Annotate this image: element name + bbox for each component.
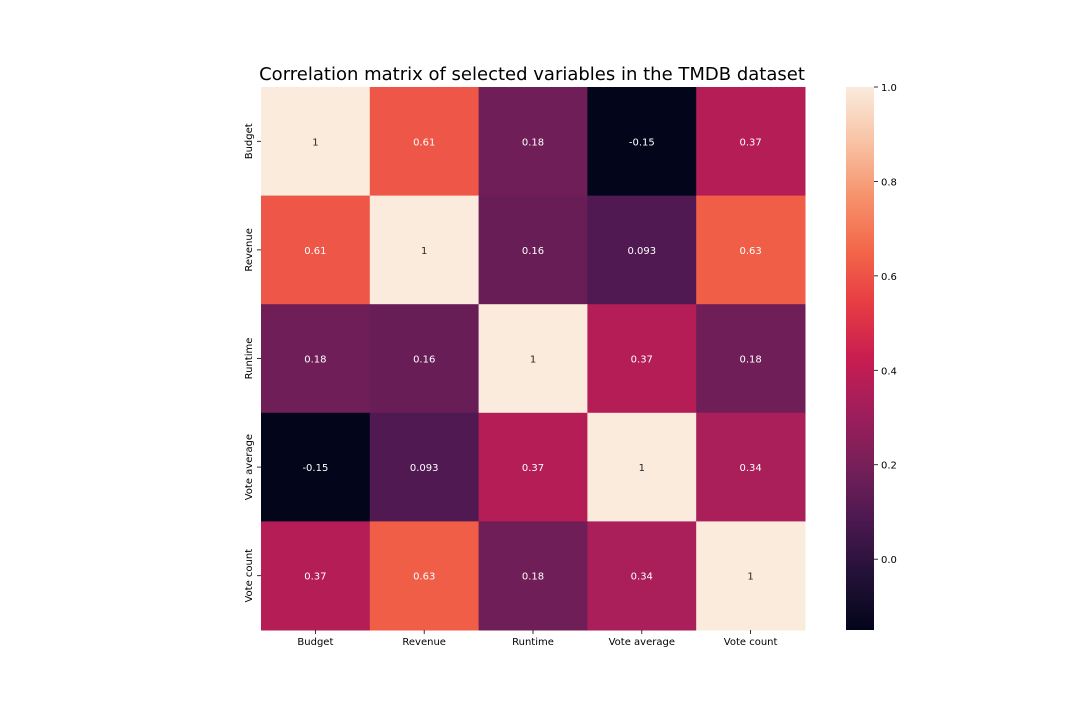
heatmap-cell [696, 195, 806, 305]
y-axis-ticks: Budget Revenue Runtime Vote average Vote cou… [244, 123, 261, 603]
cell-value-label: 0.37 [304, 572, 326, 583]
cell-value-label: 1 [421, 246, 427, 257]
cell-value-label: 0.37 [739, 137, 761, 148]
cell-value-label: 1 [747, 572, 753, 583]
cell-value-label: 1 [639, 463, 645, 474]
heatmap-cell [369, 195, 480, 305]
cell-value-label: 0.37 [631, 355, 653, 366]
colorbar-ticks: 0.0 0.2 0.4 0.6 0.8 1.0 [874, 83, 897, 566]
y-tick-label: Vote count [244, 549, 255, 603]
cell-value-label: 0.16 [522, 246, 544, 257]
x-tick-label: Vote average [609, 637, 675, 648]
cell-value-label: 0.34 [739, 463, 761, 474]
colorbar-tick-label: 0.6 [881, 272, 897, 283]
cell-value-label: 0.18 [522, 572, 544, 583]
heatmap-cell [369, 87, 480, 197]
cell-value-label: 0.093 [627, 246, 656, 257]
cell-value-label: 0.34 [631, 572, 653, 583]
x-axis-ticks: Budget Revenue Runtime Vote average Vote cou… [297, 630, 777, 648]
heatmap-cell [369, 521, 480, 631]
colorbar-tick-label: 0.4 [881, 366, 897, 377]
colorbar [846, 87, 874, 630]
heatmap-cells: 1 0.61 0.18 -0.15 0.37 0.61 1 0.16 0.093 0.63 0.18… [261, 87, 806, 631]
y-tick-label: Revenue [244, 228, 255, 272]
heatmap-cell [369, 304, 480, 414]
heatmap-cell [478, 412, 588, 522]
heatmap-cell [261, 87, 371, 197]
heatmap-cell [261, 304, 371, 414]
x-tick-label: Vote count [724, 637, 778, 648]
heatmap-cell [478, 87, 588, 197]
heatmap-cell [261, 412, 371, 522]
heatmap-cell [261, 195, 371, 305]
cell-value-label: 0.63 [413, 572, 435, 583]
cell-value-label: 0.61 [413, 137, 435, 148]
heatmap-cell [696, 521, 806, 631]
x-tick-label: Revenue [402, 637, 446, 648]
cell-value-label: 0.093 [410, 463, 439, 474]
heatmap-cell [587, 304, 697, 414]
heatmap-cell [587, 195, 697, 305]
y-tick-label: Vote average [244, 434, 255, 500]
heatmap-cell [587, 87, 697, 197]
x-tick-label: Budget [297, 637, 333, 648]
cell-value-label: 1 [312, 137, 318, 148]
heatmap-cell [478, 304, 588, 414]
colorbar-tick-label: 0.2 [881, 461, 897, 472]
heatmap-cell [587, 521, 697, 631]
heatmap-cell [696, 304, 806, 414]
y-tick-label: Budget [244, 123, 255, 159]
heatmap-cell [587, 412, 697, 522]
cell-value-label: 1 [530, 355, 536, 366]
cell-value-label: 0.18 [522, 137, 544, 148]
cell-value-label: -0.15 [302, 463, 328, 474]
cell-value-label: 0.63 [739, 246, 761, 257]
cell-value-label: -0.15 [629, 137, 655, 148]
chart-title: Correlation matrix of selected variables… [259, 64, 805, 85]
colorbar-tick-label: 1.0 [881, 83, 897, 94]
heatmap-cell [696, 87, 806, 197]
colorbar-tick-label: 0.0 [881, 555, 897, 566]
heatmap-cell [696, 412, 806, 522]
x-tick-label: Runtime [512, 637, 554, 648]
cell-value-label: 0.18 [304, 355, 326, 366]
heatmap-cell [369, 412, 480, 522]
cell-value-label: 0.16 [413, 355, 435, 366]
y-tick-label: Runtime [244, 338, 255, 380]
heatmap-cell [261, 521, 371, 631]
cell-value-label: 0.37 [522, 463, 544, 474]
cell-value-label: 0.18 [739, 355, 761, 366]
cell-value-label: 0.61 [304, 246, 326, 257]
colorbar-tick-label: 0.8 [881, 177, 897, 188]
heatmap-cell [478, 521, 588, 631]
heatmap-cell [478, 195, 588, 305]
